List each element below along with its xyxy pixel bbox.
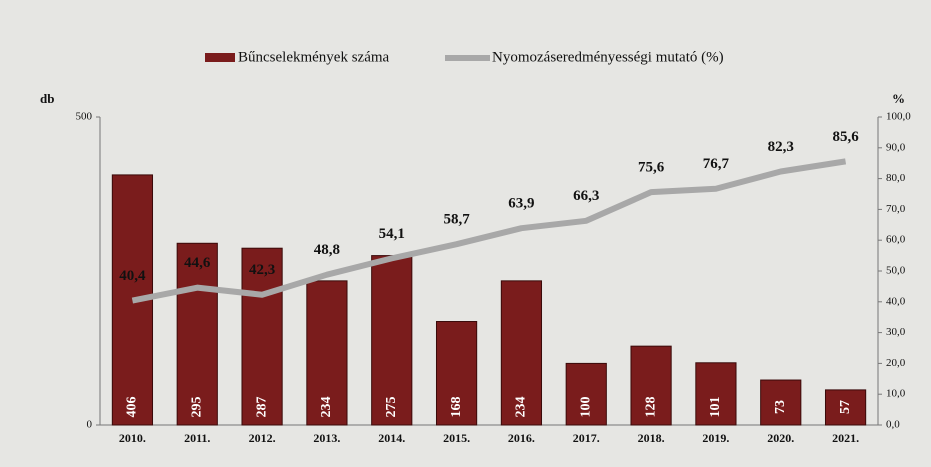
bar-value-label: 57 — [838, 400, 853, 414]
y2-tick-label: 40,0 — [886, 295, 906, 307]
legend-label: Bűncselekmények száma — [238, 49, 390, 65]
line-value-label: 76,7 — [703, 156, 730, 172]
y-axis-label: db — [40, 91, 54, 106]
y2-tick-label: 10,0 — [886, 388, 906, 400]
bar — [176, 242, 218, 426]
bar — [435, 321, 478, 426]
line-value-label: 54,1 — [379, 226, 405, 242]
y2-tick-label: 20,0 — [886, 357, 906, 369]
bar-value-label: 100 — [578, 397, 593, 418]
y2-tick-label: 60,0 — [886, 234, 906, 246]
x-tick-label: 2010. — [119, 431, 146, 445]
x-tick-label: 2021. — [832, 431, 859, 445]
y-tick-label: 0 — [87, 419, 93, 431]
y2-tick-label: 80,0 — [886, 172, 906, 184]
bar-value-label: 406 — [125, 397, 140, 418]
bar-value-label: 275 — [384, 397, 399, 418]
bar — [824, 389, 867, 426]
x-tick-label: 2019. — [702, 431, 729, 445]
x-tick-label: 2012. — [249, 431, 276, 445]
bar-value-label: 234 — [319, 397, 334, 418]
line-value-label: 58,7 — [443, 212, 470, 228]
bar-value-label: 128 — [643, 397, 658, 418]
y2-tick-label: 90,0 — [886, 141, 906, 153]
x-tick-label: 2016. — [508, 431, 535, 445]
x-tick-label: 2018. — [638, 431, 665, 445]
y2-tick-label: 0,0 — [886, 419, 900, 431]
line — [131, 158, 847, 304]
bar-value-label: 73 — [773, 400, 788, 414]
y2-tick-label: 70,0 — [886, 203, 906, 215]
line-value-label: 85,6 — [832, 129, 859, 145]
line-value-label: 42,3 — [249, 262, 275, 278]
line-value-label: 40,4 — [119, 268, 146, 284]
bar — [371, 255, 413, 426]
x-tick-label: 2015. — [443, 431, 470, 445]
line-value-label: 48,8 — [314, 242, 340, 258]
bar — [760, 379, 802, 426]
x-tick-label: 2011. — [184, 431, 210, 445]
bar — [630, 345, 672, 426]
bar — [500, 280, 543, 426]
y2-axis-label: % — [892, 91, 905, 106]
legend-swatch — [205, 53, 235, 62]
x-tick-label: 2017. — [573, 431, 600, 445]
bar-value-label: 234 — [514, 397, 529, 418]
x-tick-label: 2020. — [767, 431, 794, 445]
bar-value-label: 295 — [189, 397, 204, 418]
bar-value-label: 101 — [708, 397, 723, 418]
line-value-label: 66,3 — [573, 188, 599, 204]
y2-tick-label: 100,0 — [886, 111, 911, 123]
bar-value-label: 287 — [254, 397, 269, 418]
bar — [306, 280, 348, 426]
x-tick-label: 2013. — [313, 431, 340, 445]
legend-label: Nyomozáseredményességi mutató (%) — [492, 49, 724, 65]
line-value-label: 82,3 — [768, 139, 794, 155]
y2-tick-label: 50,0 — [886, 265, 906, 277]
bar — [241, 247, 283, 426]
line-value-label: 75,6 — [638, 160, 665, 176]
line-value-label: 63,9 — [508, 196, 534, 212]
bar — [695, 362, 737, 426]
line-value-label: 44,6 — [184, 255, 211, 271]
x-tick-label: 2014. — [378, 431, 405, 445]
bar-value-label: 168 — [449, 397, 464, 418]
y-tick-label: 500 — [76, 111, 93, 123]
y2-tick-label: 30,0 — [886, 326, 906, 338]
bar — [565, 362, 607, 426]
